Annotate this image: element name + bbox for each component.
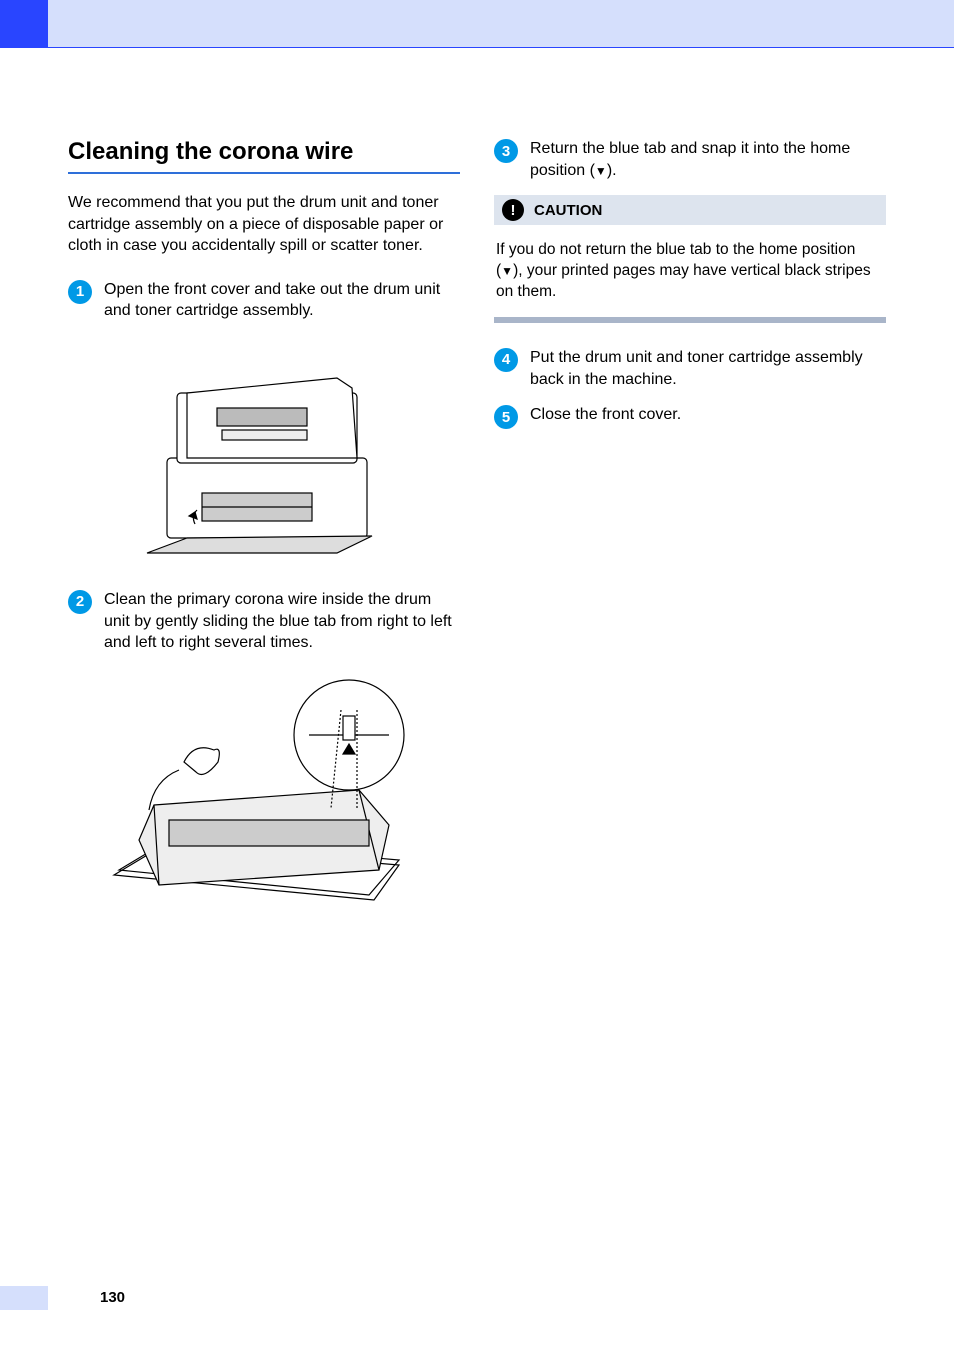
caution-icon: ! <box>502 199 524 221</box>
step-3: 3 Return the blue tab and snap it into t… <box>494 138 886 181</box>
footer-tab <box>0 1286 48 1310</box>
section-title: Cleaning the corona wire <box>68 138 460 174</box>
down-triangle-icon: ▼ <box>501 264 513 278</box>
step-number-badge: 3 <box>494 139 518 163</box>
figure-printer-open <box>68 338 460 563</box>
page-number: 130 <box>100 1289 125 1306</box>
step-text: Open the front cover and take out the dr… <box>104 279 460 322</box>
caution-text-part: ), your printed pages may have vertical … <box>496 262 871 300</box>
step-4: 4 Put the drum unit and toner cartridge … <box>494 347 886 390</box>
step-text: Close the front cover. <box>530 404 681 429</box>
step-text: Return the blue tab and snap it into the… <box>530 138 886 181</box>
down-triangle-icon: ▼ <box>595 164 607 178</box>
right-column: 3 Return the blue tab and snap it into t… <box>494 138 886 946</box>
header-banner <box>0 0 954 48</box>
step-5: 5 Close the front cover. <box>494 404 886 429</box>
step-number-badge: 1 <box>68 280 92 304</box>
step-number-badge: 5 <box>494 405 518 429</box>
left-column: Cleaning the corona wire We recommend th… <box>68 138 460 946</box>
caution-body: If you do not return the blue tab to the… <box>494 230 886 317</box>
step-text-part: ). <box>607 162 617 179</box>
step-1: 1 Open the front cover and take out the … <box>68 279 460 322</box>
figure-drum-unit <box>68 670 460 920</box>
step-number-badge: 2 <box>68 590 92 614</box>
intro-paragraph: We recommend that you put the drum unit … <box>68 192 460 257</box>
step-number-badge: 4 <box>494 348 518 372</box>
caution-header: ! CAUTION <box>494 195 886 230</box>
step-text-part: Return the blue tab and snap it into the… <box>530 140 850 179</box>
chapter-tab <box>0 0 48 48</box>
step-text: Clean the primary corona wire inside the… <box>104 589 460 654</box>
step-2: 2 Clean the primary corona wire inside t… <box>68 589 460 654</box>
caution-label: CAUTION <box>534 202 602 219</box>
caution-end-bar <box>494 317 886 323</box>
step-text: Put the drum unit and toner cartridge as… <box>530 347 886 390</box>
caution-box: ! CAUTION If you do not return the blue … <box>494 195 886 323</box>
page-body: Cleaning the corona wire We recommend th… <box>0 48 954 946</box>
